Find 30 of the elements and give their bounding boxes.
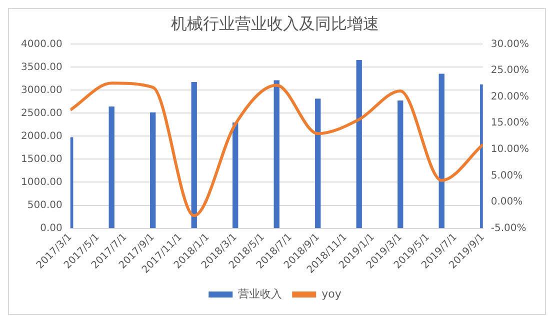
y-tick-label: 1000.00 xyxy=(20,176,62,188)
bar xyxy=(232,122,238,228)
y-tick-label: 1500.00 xyxy=(20,154,62,165)
y-tick-label: 3000.00 xyxy=(20,84,62,96)
line-series xyxy=(70,82,483,218)
y2-tick-label: 5.00% xyxy=(490,170,523,182)
bar xyxy=(356,60,362,228)
y-tick-label: 4000.00 xyxy=(20,38,62,50)
bar xyxy=(108,106,114,228)
bar xyxy=(315,98,321,228)
y-tick-label: 2500.00 xyxy=(20,108,62,119)
y-tick-label: 3500.00 xyxy=(20,62,62,73)
y-tick-label: 0.00 xyxy=(40,222,62,234)
y2-tick-label: 25.00% xyxy=(490,65,530,76)
bar xyxy=(150,112,156,228)
legend-label: 营业收入 xyxy=(238,287,282,300)
y-tick-label: 2000.00 xyxy=(20,130,62,142)
y-tick-label: 500.00 xyxy=(27,200,62,211)
y2-tick-label: 0.00% xyxy=(490,196,523,208)
y2-tick-label: 30.00% xyxy=(490,38,530,50)
bar xyxy=(438,74,444,228)
y2-tick-label: 15.00% xyxy=(490,118,530,129)
legend-label: yoy xyxy=(322,287,342,300)
chart-title: 机械行业营业收入及同比增速 xyxy=(171,14,379,33)
bar xyxy=(191,82,197,228)
y2-tick-label: 10.00% xyxy=(490,144,530,155)
y2-tick-label: 20.00% xyxy=(490,91,530,102)
y2-tick-label: -5.00% xyxy=(490,222,526,234)
bar xyxy=(274,80,280,228)
bar xyxy=(398,100,404,228)
